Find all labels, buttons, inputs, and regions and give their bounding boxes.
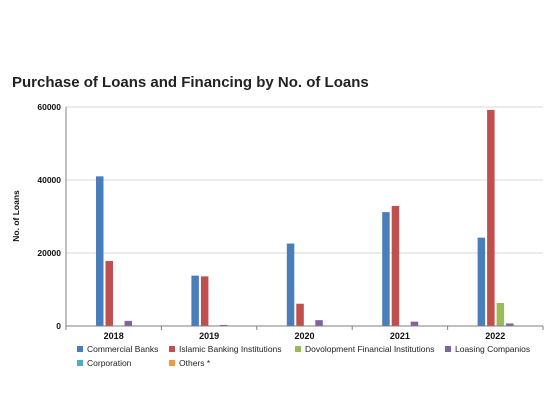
legend-label: Commercial Banks (87, 344, 158, 354)
legend-label: Others * (179, 358, 211, 368)
y-tick-label: 40000 (37, 175, 61, 185)
legend-label: Dovolopment Financial Institutions (305, 344, 434, 354)
legend-label: Corporation (87, 358, 132, 368)
bar (391, 205, 400, 326)
bar (219, 324, 228, 326)
chart-title: Purchase of Loans and Financing by No. o… (12, 74, 369, 91)
y-axis-title: No. of Loans (11, 190, 21, 242)
legend-label: Loasing Companios (455, 344, 530, 354)
legend-swatch (169, 346, 175, 352)
x-category-label: 2018 (104, 331, 124, 341)
x-category-labels: 2018 2019 2020 2021 2022 (104, 331, 506, 341)
bar (96, 176, 104, 326)
y-tick-label: 60000 (37, 102, 61, 112)
bar (487, 109, 495, 326)
legend-swatch (77, 346, 83, 352)
legend-swatch (169, 360, 175, 366)
legend-swatch (445, 346, 451, 352)
gridlines (66, 106, 543, 254)
x-category-label: 2019 (199, 331, 219, 341)
bar (191, 275, 199, 326)
bar (382, 212, 390, 326)
legend-swatch (77, 360, 83, 366)
y-tick-label: 20000 (37, 248, 61, 258)
x-category-label: 2021 (390, 331, 410, 341)
x-category-label: 2022 (485, 331, 505, 341)
bar (105, 261, 113, 326)
bar (477, 237, 486, 326)
y-tick-labels: 0 20000 40000 60000 (37, 102, 61, 331)
bar (124, 320, 132, 326)
bars (96, 109, 514, 326)
legend: Commercial Banks Islamic Banking Institut… (77, 344, 530, 368)
x-category-label: 2020 (294, 331, 314, 341)
bar (410, 321, 419, 326)
legend-swatch (295, 346, 301, 352)
y-tick-label: 0 (56, 321, 61, 331)
bar (200, 276, 209, 326)
axes (65, 107, 544, 330)
bar (315, 320, 323, 326)
bar (496, 303, 505, 326)
bar (506, 323, 514, 326)
legend-label: Islamic Banking Institutions (179, 344, 282, 354)
bar (296, 303, 304, 326)
bar (286, 243, 295, 326)
